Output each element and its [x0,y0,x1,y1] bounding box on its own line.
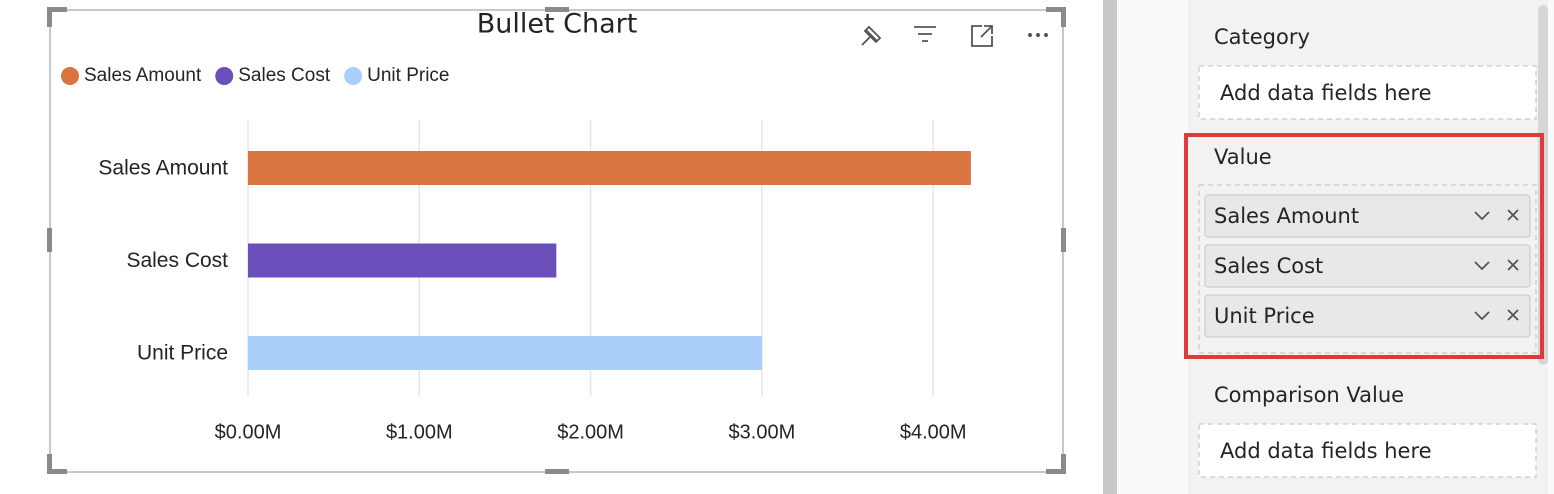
field-name: Sales Amount [1214,204,1359,228]
legend-label: Sales Amount [84,65,202,86]
bar [248,336,762,370]
legend-swatch [344,67,363,85]
field-list: Sales Amount Sales Cost Unit Price [1204,194,1531,338]
legend-swatch [215,67,234,85]
visual-frame[interactable] [49,9,1064,473]
field-name: Unit Price [1214,304,1315,328]
drop-zone[interactable] [1198,423,1537,478]
splitter [1103,0,1117,494]
chevron-icon [1474,311,1490,321]
chevron-icon [1474,211,1490,221]
section-title: Category [1214,25,1310,49]
remove-icon [1507,309,1519,321]
x-tick-label: $3.00M [729,421,796,443]
x-tick-label: $4.00M [900,421,967,443]
placeholder: Add data fields here [1220,81,1432,105]
x-tick-label: $0.00M [215,421,282,443]
legend-label: Sales Cost [238,65,331,86]
chart-title: Bullet Chart [477,9,638,40]
pin-icon[interactable] [861,25,882,46]
focus-icon[interactable] [971,25,993,47]
y-tick-label: Sales Amount [98,157,228,180]
field-pill[interactable] [1204,194,1531,238]
visual-header-icons [861,25,1048,47]
bar [248,243,557,278]
remove-icon [1507,209,1519,221]
field-name: Sales Cost [1214,254,1323,278]
y-tick-label: Sales Cost [126,249,228,272]
field-pill[interactable] [1204,294,1531,338]
chevron-icon [1474,261,1490,271]
field-wells: Category Add data fields here Value Sale… [1184,25,1544,478]
frame-handles [47,7,1066,474]
drop-zone[interactable] [1198,65,1537,120]
filter-icon[interactable] [914,26,936,42]
placeholder: Add data fields here [1220,439,1432,463]
field-pill[interactable] [1204,244,1531,288]
section-title: Value [1214,145,1272,169]
remove-icon [1507,259,1519,271]
x-tick-label: $2.00M [557,421,624,443]
section-title: Comparison Value [1214,383,1404,407]
bar [248,151,971,185]
legend-label: Unit Price [367,65,449,86]
highlight-box [1184,133,1544,359]
more-icon[interactable] [1028,33,1048,37]
y-tick-label: Unit Price [137,342,228,365]
x-tick-label: $1.00M [386,421,453,443]
chart: $0.00M $1.00M $2.00M $3.00M $4.00M Sales Amou… [61,65,971,443]
legend-swatch [61,67,79,85]
